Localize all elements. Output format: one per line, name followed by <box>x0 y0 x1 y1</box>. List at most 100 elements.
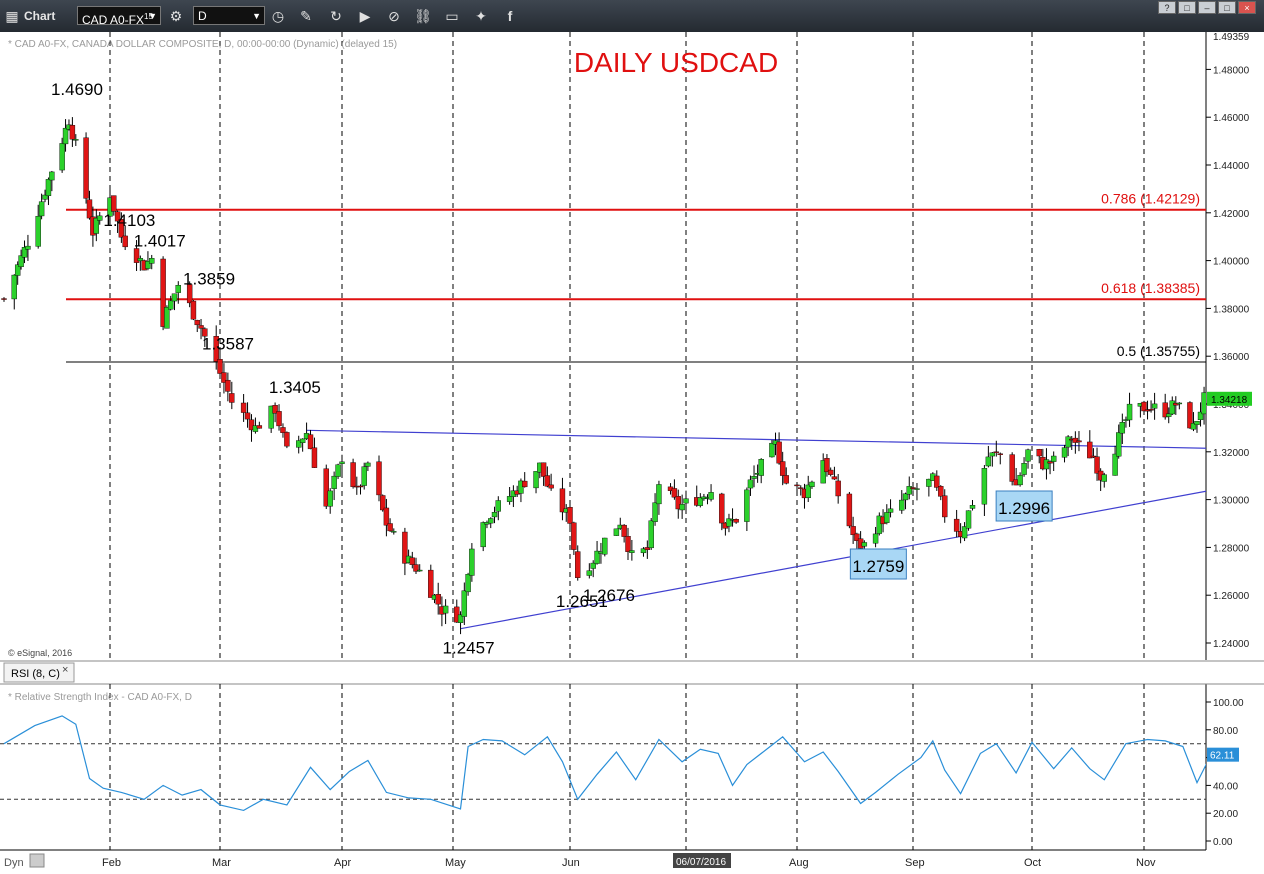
restore-button[interactable]: □ <box>1178 1 1196 14</box>
candle-body <box>311 447 318 468</box>
candle-body <box>726 518 732 527</box>
candle-body <box>779 461 786 476</box>
candle-body <box>495 500 501 512</box>
trendline-upper <box>306 429 1206 449</box>
chart-area[interactable]: 1.4690 1.4103 1.4017 1.3859 1.3587 1.3405 1.24… <box>0 32 1264 874</box>
candle-body <box>86 199 93 219</box>
rsi-axis[interactable] <box>1206 684 1264 850</box>
candle-body <box>544 475 551 487</box>
candle-body <box>331 475 337 489</box>
candle-body <box>644 547 651 550</box>
candle-body <box>1141 401 1147 412</box>
candle-body <box>902 493 909 501</box>
price-tick-label: 1.36000 <box>1213 352 1250 363</box>
candle-body <box>465 574 471 593</box>
candle-body <box>190 300 197 320</box>
candle-body <box>575 551 581 578</box>
candle-body <box>335 464 341 477</box>
scale-icon[interactable] <box>29 853 45 868</box>
annotation-box <box>849 548 907 580</box>
interval-field[interactable]: D ▼ <box>193 6 265 25</box>
candle-body <box>1021 463 1027 475</box>
minimize-button[interactable]: – <box>1198 1 1216 14</box>
candle-body <box>11 274 17 300</box>
candle-body <box>854 533 860 541</box>
price-panel[interactable] <box>0 32 1206 660</box>
chart-window-icon: ▦ <box>5 8 19 24</box>
candle-body <box>1162 402 1168 418</box>
month-label: Feb <box>102 857 121 869</box>
candle-body <box>997 453 1003 455</box>
candle-body <box>969 505 976 509</box>
symbol-field[interactable]: CAD A0-FX15 ▼ <box>77 6 161 27</box>
twitter-icon[interactable]: ✦ <box>475 8 487 24</box>
maximize-button[interactable]: □ <box>1218 1 1236 14</box>
interval-value: D <box>198 9 207 23</box>
price-tick-label: 1.42000 <box>1213 209 1250 220</box>
clock-icon[interactable]: ◷ <box>271 8 285 24</box>
candle-body <box>1017 475 1023 486</box>
zoom-icon[interactable]: ⊘ <box>388 8 400 24</box>
price-tick-label: 1.40000 <box>1213 257 1250 268</box>
candle-body <box>613 528 620 536</box>
candle-body <box>1187 402 1193 429</box>
link-icon[interactable]: ⛓ <box>414 8 432 24</box>
rsi-tick-label: 20.00 <box>1213 809 1238 820</box>
candle-body <box>934 475 940 488</box>
chart-title: DAILY USDCAD <box>574 47 778 78</box>
refresh-icon[interactable]: ↻ <box>330 8 342 24</box>
price-tick-label: 1.28000 <box>1213 543 1250 554</box>
candle-body <box>953 518 960 532</box>
candle-body <box>942 495 948 518</box>
pencil-icon[interactable]: ✎ <box>300 8 312 24</box>
candle-body <box>284 432 290 447</box>
price-annotation: 1.4690 <box>51 80 103 99</box>
price-tick-label: 1.38000 <box>1213 304 1250 315</box>
settings-icon[interactable]: ⚙ <box>169 8 183 24</box>
candle-body <box>365 462 371 467</box>
candle-body <box>272 405 278 414</box>
candle-body <box>38 201 45 217</box>
candle-body <box>59 143 65 171</box>
facebook-icon[interactable]: f <box>507 8 513 24</box>
candle-body <box>357 485 364 488</box>
candle-body <box>1043 459 1050 470</box>
chart-window-label: Chart <box>24 9 56 23</box>
comment-icon[interactable]: ▭ <box>445 8 459 24</box>
candle-body <box>708 492 714 500</box>
rsi-tab-label: RSI (8, C) <box>11 668 60 680</box>
candle-body <box>926 478 932 487</box>
price-axis[interactable] <box>1206 32 1264 660</box>
rsi-tick-label: 0.00 <box>1213 837 1233 848</box>
candle-body <box>307 434 314 450</box>
price-tick-label: 1.46000 <box>1213 113 1250 124</box>
rsi-tab[interactable] <box>3 662 75 683</box>
rsi-tick-label: 100.00 <box>1213 698 1244 709</box>
candle-body <box>252 425 259 432</box>
crosshair-date-label: 06/07/2016 <box>676 857 726 868</box>
candle-body <box>747 479 754 489</box>
close-button[interactable]: × <box>1238 1 1256 14</box>
candle-body <box>268 405 274 429</box>
candle-body <box>1047 461 1053 464</box>
candle-body <box>387 523 393 532</box>
play-icon[interactable]: ▶ <box>359 8 371 24</box>
candle-body <box>299 438 306 444</box>
candle-body <box>69 125 76 140</box>
candle-body <box>1076 440 1082 443</box>
candle-body <box>872 533 879 544</box>
rsi-tab-close-icon[interactable]: × <box>62 664 68 676</box>
candle-body <box>111 195 117 212</box>
candle-body <box>798 487 804 489</box>
symbol-info: * CAD A0-FX, CANADA DOLLAR COMPOSITE, D,… <box>8 39 397 50</box>
candle-body <box>989 452 996 457</box>
help-button[interactable]: ? <box>1158 1 1176 14</box>
candle-body <box>49 171 55 181</box>
candle-body <box>540 462 547 477</box>
candle-body <box>256 425 263 429</box>
candle-body <box>461 590 468 617</box>
price-annotation: 1.3859 <box>183 269 235 288</box>
dyn-label: Dyn <box>4 857 24 869</box>
candle-body <box>323 468 329 507</box>
candle-body <box>244 412 251 420</box>
